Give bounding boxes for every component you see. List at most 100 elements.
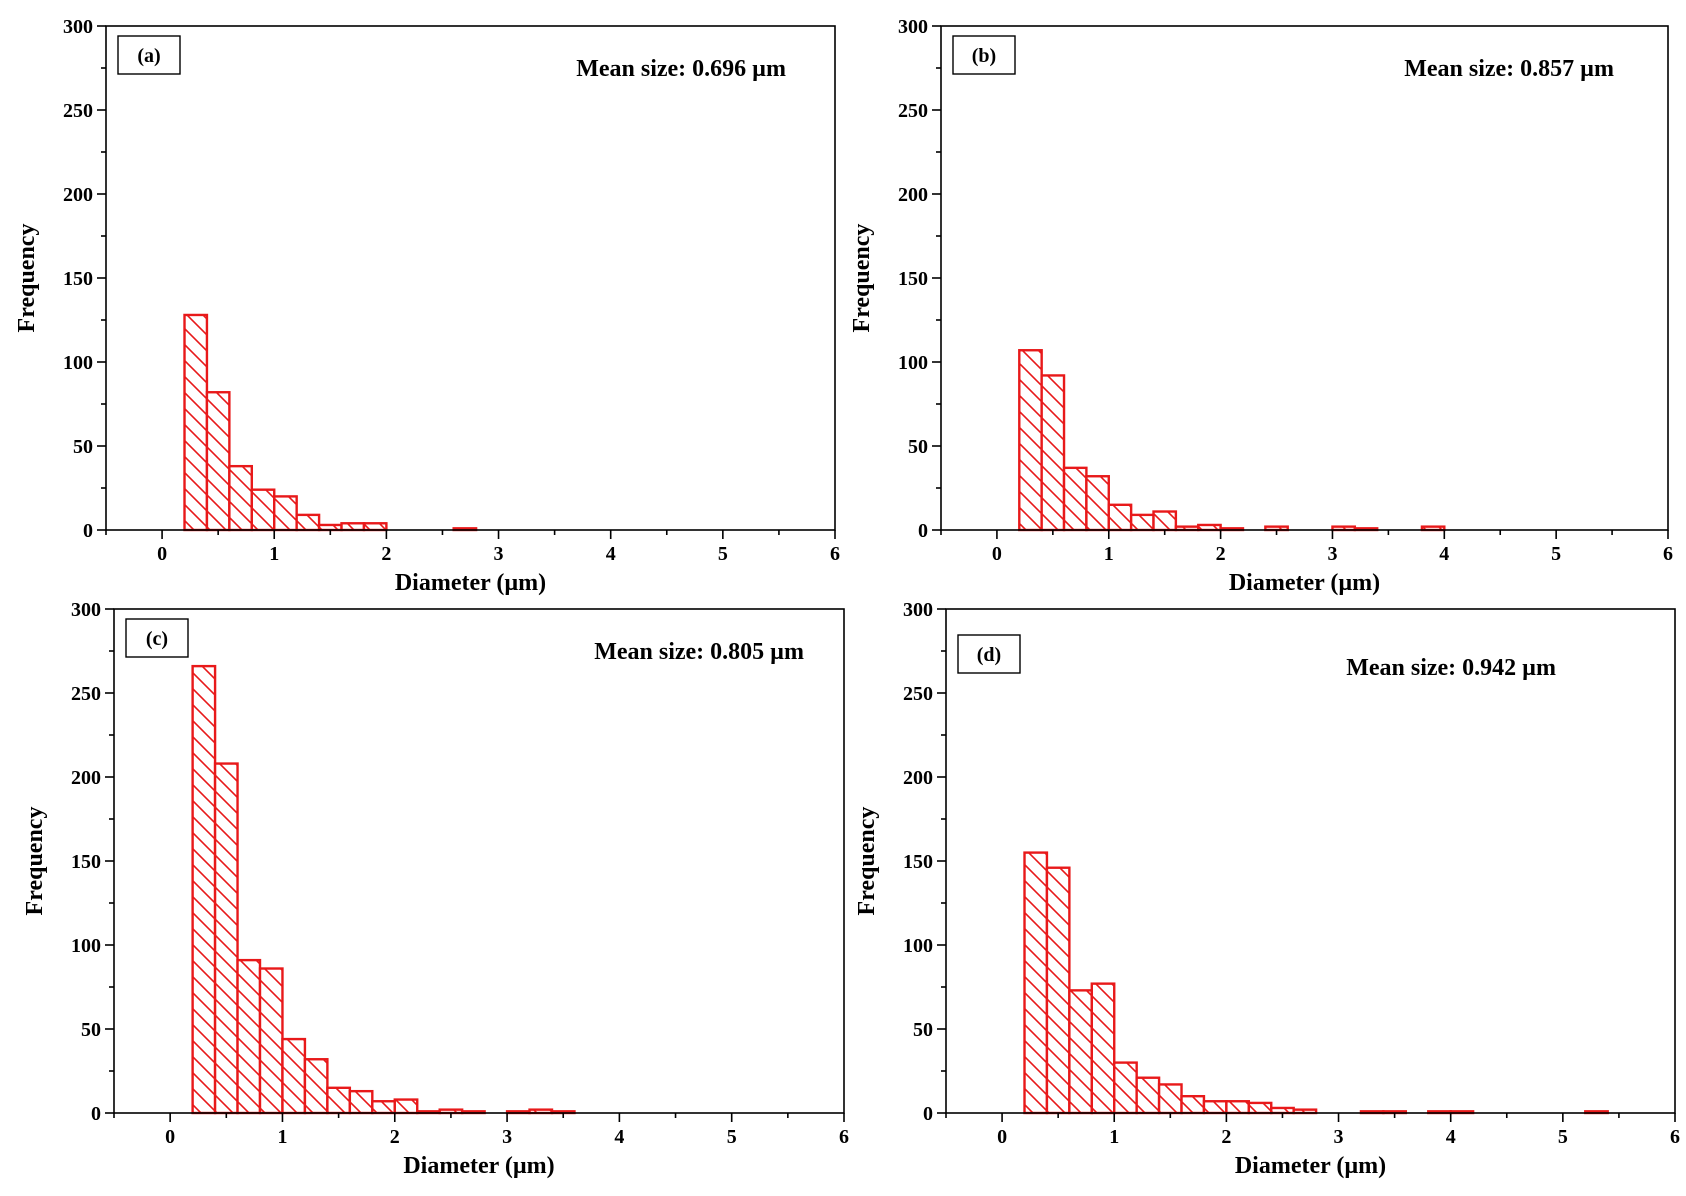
mean-size-annotation: Mean size: 0.857 µm — [1404, 56, 1614, 82]
x-tick-label: 1 — [277, 1126, 287, 1148]
histogram-panel-c: 0 50 100 150 200 250 300 0 1 2 3 4 5 6 Diameter (µm) Fr… — [22, 599, 849, 1179]
histogram-panel-a: 0 50 100 150 200 250 300 0 1 2 3 4 5 6 Diameter (µm) Fr… — [14, 16, 840, 596]
x-tick-label: 5 — [727, 1126, 737, 1148]
y-tick-label: 100 — [898, 352, 928, 374]
y-tick-label: 150 — [898, 268, 928, 290]
histogram-bar — [191, 664, 217, 1115]
x-tick-label: 3 — [1327, 543, 1337, 565]
x-tick-label: 6 — [839, 1126, 849, 1148]
histogram-panel-b: 0 50 100 150 200 250 300 0 1 2 3 4 5 6 Diameter (µm) Fr… — [849, 16, 1673, 596]
histogram-bar — [371, 1100, 396, 1115]
histogram-bar — [1023, 851, 1049, 1115]
y-tick-label: 250 — [71, 683, 101, 705]
histogram-bar — [1068, 989, 1094, 1115]
histogram-bar — [1018, 349, 1043, 532]
histogram-bar — [1085, 475, 1110, 532]
x-tick-label: 0 — [165, 1126, 175, 1148]
y-tick-label: 50 — [908, 436, 928, 458]
x-tick-label: 3 — [1334, 1126, 1344, 1148]
mean-size-annotation: Mean size: 0.805 µm — [594, 639, 804, 665]
panel-label: (a) — [137, 45, 160, 67]
panel-label-box — [125, 618, 189, 658]
panel-label: (b) — [972, 45, 996, 67]
y-axis-title: Frequency — [14, 224, 40, 333]
x-tick-label: 6 — [1670, 1126, 1680, 1148]
x-tick-label: 1 — [269, 543, 279, 565]
histogram-bar — [250, 488, 276, 532]
x-tick-label: 3 — [502, 1126, 512, 1148]
x-tick-label: 0 — [997, 1126, 1007, 1148]
histogram-bar — [281, 1037, 307, 1115]
panel-label: (d) — [977, 644, 1001, 666]
histogram-bar — [205, 391, 231, 532]
panel-label: (c) — [146, 628, 168, 650]
x-tick-label: 2 — [1216, 543, 1226, 565]
x-tick-label: 2 — [381, 543, 391, 565]
histogram-bar — [273, 495, 298, 532]
panel-label-box — [957, 634, 1021, 674]
y-tick-label: 200 — [903, 767, 933, 789]
histogram-bar — [1152, 510, 1178, 532]
x-tick-label: 1 — [1109, 1126, 1119, 1148]
histogram-bar — [1062, 466, 1088, 532]
histogram-bar — [228, 464, 254, 532]
x-tick-label: 4 — [614, 1126, 624, 1148]
x-tick-label: 5 — [1551, 543, 1561, 565]
y-tick-label: 50 — [913, 1019, 933, 1041]
histogram-bar — [1113, 1061, 1138, 1115]
x-tick-label: 4 — [606, 543, 616, 565]
y-tick-label: 0 — [923, 1103, 933, 1125]
histogram-bar — [1225, 1100, 1251, 1115]
x-tick-label: 2 — [1221, 1126, 1231, 1148]
y-tick-label: 300 — [63, 16, 93, 38]
histogram-bar — [348, 1089, 374, 1115]
y-tick-label: 100 — [903, 935, 933, 957]
y-tick-label: 50 — [81, 1019, 101, 1041]
x-tick-label: 4 — [1439, 543, 1449, 565]
mean-size-annotation: Mean size: 0.696 µm — [576, 56, 786, 82]
y-tick-label: 150 — [903, 851, 933, 873]
histogram-bar — [1107, 503, 1133, 532]
x-tick-label: 2 — [390, 1126, 400, 1148]
histogram-bar — [326, 1086, 352, 1115]
y-tick-label: 0 — [91, 1103, 101, 1125]
histogram-bar — [295, 513, 321, 532]
histogram-bar — [1180, 1094, 1206, 1115]
histogram-bar — [258, 967, 284, 1115]
histogram-bar — [303, 1058, 329, 1115]
x-tick-label: 6 — [1663, 543, 1673, 565]
y-tick-label: 250 — [898, 100, 928, 122]
histogram-bar — [1247, 1101, 1273, 1115]
mean-size-annotation: Mean size: 0.942 µm — [1346, 655, 1556, 681]
histogram-bar — [236, 958, 262, 1115]
x-tick-label: 4 — [1446, 1126, 1456, 1148]
panel-label-box — [117, 35, 181, 75]
x-axis-title: Diameter (µm) — [395, 570, 546, 596]
x-tick-label: 0 — [157, 543, 167, 565]
histogram-bar — [1090, 982, 1116, 1115]
panel-label-box — [952, 35, 1016, 75]
histogram-bar — [340, 522, 366, 532]
y-tick-label: 200 — [898, 184, 928, 206]
y-axis-title: Frequency — [854, 807, 880, 916]
histogram-bar — [393, 1098, 419, 1115]
y-tick-label: 0 — [83, 520, 93, 542]
y-tick-label: 50 — [73, 436, 93, 458]
y-tick-label: 300 — [903, 599, 933, 621]
x-tick-label: 5 — [718, 543, 728, 565]
y-tick-label: 250 — [903, 683, 933, 705]
y-tick-label: 100 — [63, 352, 93, 374]
y-tick-label: 100 — [71, 935, 101, 957]
y-axis-title: Frequency — [849, 224, 875, 333]
histogram-bar — [213, 762, 239, 1115]
y-tick-label: 200 — [63, 184, 93, 206]
y-tick-label: 150 — [63, 268, 93, 290]
histogram-panel-d: 0 50 100 150 200 250 300 0 1 2 3 4 5 6 Diameter (µm) Fr… — [854, 599, 1680, 1179]
y-tick-label: 250 — [63, 100, 93, 122]
histogram-bar — [1135, 1076, 1161, 1115]
histogram-bar — [362, 522, 388, 532]
y-tick-label: 300 — [71, 599, 101, 621]
x-axis-title: Diameter (µm) — [403, 1153, 554, 1179]
x-axis-title: Diameter (µm) — [1229, 570, 1380, 596]
